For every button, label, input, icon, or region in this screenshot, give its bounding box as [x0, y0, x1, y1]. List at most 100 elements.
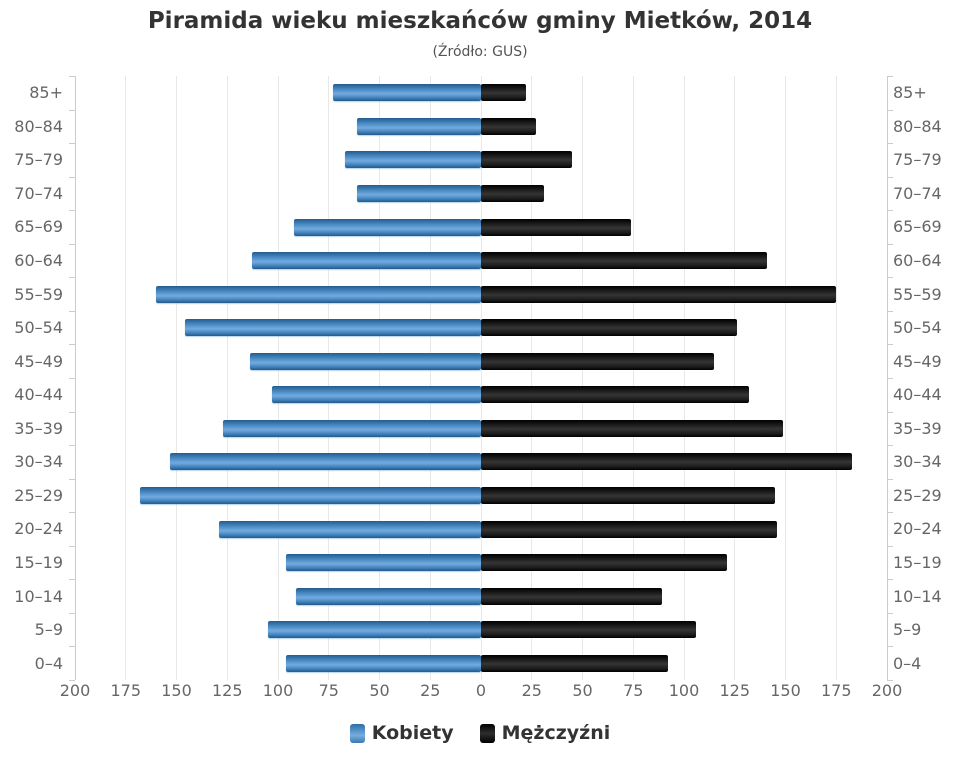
age-group-label-left: 60–64 [14, 251, 63, 271]
male-bar-75–79 [481, 151, 573, 169]
axis-tick [69, 445, 75, 446]
gridline [480, 76, 482, 680]
legend-item-females[interactable]: Kobiety [349, 722, 454, 744]
x-axis-tick-label: 125 [211, 681, 243, 700]
axis-tick [887, 445, 893, 446]
axis-tick [69, 311, 75, 312]
x-axis-tick-label: 150 [770, 681, 801, 700]
female-bar-35–39 [223, 419, 481, 437]
age-group-label-left: 5–9 [34, 620, 63, 640]
age-group-label-right: 55–59 [893, 284, 942, 304]
chart-title: Piramida wieku mieszkańców gminy Mietków… [147, 8, 813, 34]
female-bar-0–4 [286, 654, 481, 672]
plot-area [69, 76, 893, 681]
x-axis: 200 175 150 125 100 75 50 25 0 25 50 75 100 125 150 175… [0, 681, 960, 703]
female-bar-15–19 [286, 554, 481, 572]
age-group-label-left: 40–44 [14, 385, 63, 405]
x-axis-tick-label: 175 [110, 681, 142, 700]
male-bar-80–84 [481, 117, 536, 135]
male-bar-45–49 [481, 352, 715, 370]
age-group-label-right: 0–4 [893, 653, 922, 673]
male-series-swatch [479, 723, 495, 743]
x-axis-tick-label: 175 [820, 681, 852, 700]
male-bar-70–74 [481, 184, 544, 202]
age-group-label-left: 10–14 [14, 586, 63, 606]
axis-tick [887, 177, 893, 178]
female-bar-75–79 [344, 151, 481, 169]
male-bar-30–34 [481, 453, 853, 471]
gridline [277, 76, 279, 680]
legend-item-males[interactable]: Mężczyźni [479, 722, 611, 744]
axis-tick [69, 244, 75, 245]
axis-tick [69, 646, 75, 647]
x-axis-tick-label: 200 [59, 681, 91, 700]
axis-tick [69, 680, 75, 681]
axis-tick [69, 110, 75, 111]
chart-legend: Kobiety Mężczyźni [0, 722, 960, 744]
age-group-label-left: 65–69 [14, 217, 63, 237]
age-group-label-left: 80–84 [14, 116, 63, 136]
female-bar-30–34 [170, 453, 481, 471]
female-bar-40–44 [271, 386, 481, 404]
age-group-label-left: 15–19 [14, 553, 63, 573]
axis-tick [887, 110, 893, 111]
axis-tick [887, 277, 893, 278]
x-axis-tick-label: 150 [161, 681, 192, 700]
x-axis-tick-label: 50 [369, 681, 390, 700]
axis-tick [887, 412, 893, 413]
axis-tick [887, 479, 893, 480]
age-group-label-right: 85+ [893, 83, 927, 103]
gridline [531, 76, 533, 680]
female-bar-5–9 [267, 621, 481, 639]
axis-tick [887, 680, 893, 681]
x-axis-tick-label: 75 [318, 681, 339, 700]
x-axis-tick-label: 100 [668, 681, 700, 700]
male-bar-25–29 [481, 486, 776, 504]
female-bar-25–29 [139, 486, 481, 504]
male-bar-65–69 [481, 218, 632, 236]
age-group-label-right: 40–44 [893, 385, 942, 405]
male-bar-0–4 [481, 654, 668, 672]
gridline [328, 76, 330, 680]
axis-tick [69, 579, 75, 580]
legend-label-males: Mężczyźni [501, 722, 611, 744]
age-group-label-left: 45–49 [14, 351, 63, 371]
age-group-label-right: 50–54 [893, 318, 942, 338]
age-group-label-left: 75–79 [14, 150, 63, 170]
axis-tick [69, 479, 75, 480]
male-bar-50–54 [481, 319, 737, 337]
gridline [582, 76, 583, 680]
axis-tick [887, 143, 893, 144]
axis-tick [887, 344, 893, 345]
axis-tick [69, 613, 75, 614]
age-group-label-right: 25–29 [893, 485, 942, 505]
axis-tick [69, 344, 75, 345]
axis-tick [69, 378, 75, 379]
y-axis-labels-right: 85+ 80–84 75–79 70–74 65–69 60–64 55–59 50–54 45… [893, 76, 960, 680]
x-axis-tick-label: 25 [521, 681, 542, 700]
male-bar-10–14 [481, 587, 662, 605]
axis-tick [69, 512, 75, 513]
age-group-label-left: 20–24 [14, 519, 63, 539]
gridline [176, 76, 177, 680]
axis-tick [887, 579, 893, 580]
axis-tick [887, 210, 893, 211]
age-group-label-right: 65–69 [893, 217, 942, 237]
x-axis-tick-label: 0 [475, 681, 487, 700]
age-group-label-right: 20–24 [893, 519, 942, 539]
x-axis-tick-label: 125 [719, 681, 751, 700]
gridline [125, 76, 127, 680]
age-group-label-right: 15–19 [893, 553, 942, 573]
axis-tick [887, 76, 893, 77]
age-group-label-left: 55–59 [14, 284, 63, 304]
gridline [683, 76, 685, 680]
male-bar-15–19 [481, 554, 727, 572]
age-group-label-right: 75–79 [893, 150, 942, 170]
age-group-label-left: 70–74 [14, 183, 63, 203]
female-series-swatch [349, 723, 365, 743]
x-axis-tick-label: 200 [871, 681, 903, 700]
age-group-label-left: 35–39 [14, 418, 63, 438]
female-bar-65–69 [294, 218, 481, 236]
age-group-label-right: 70–74 [893, 183, 942, 203]
